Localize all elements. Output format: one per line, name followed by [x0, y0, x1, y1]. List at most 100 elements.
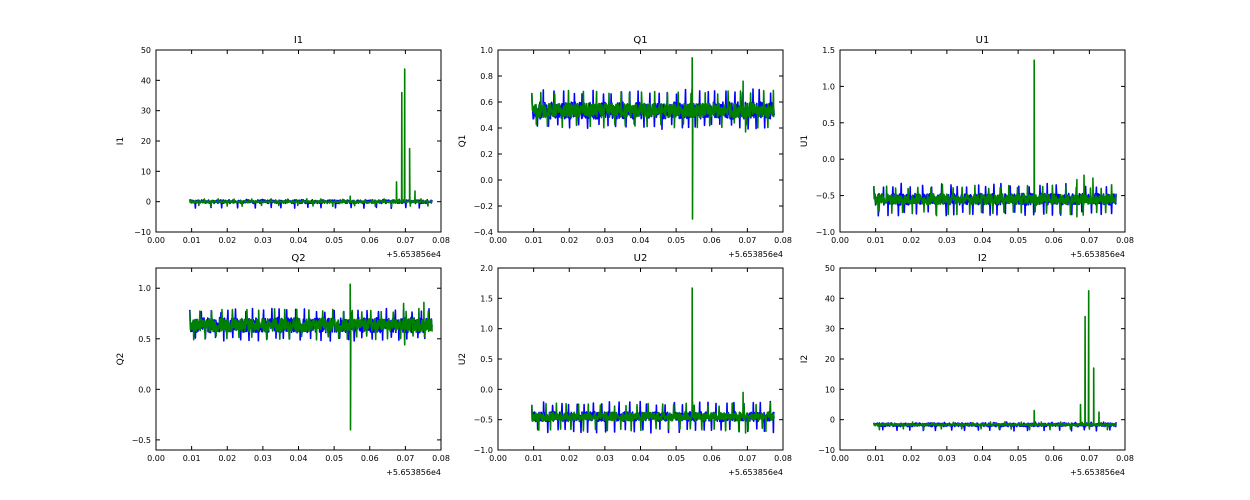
x-tick-label: 0.05 — [325, 454, 343, 463]
x-tick-label: 0.01 — [525, 236, 543, 245]
x-offset-label: +5.653856e4 — [386, 250, 441, 259]
plot-area — [531, 57, 775, 220]
y-axis-label: U1 — [800, 135, 810, 147]
subplot-title: Q1 — [633, 35, 647, 46]
subplot-title: Q2 — [291, 253, 305, 264]
plot-area — [873, 290, 1117, 432]
x-tick-label: 0.08 — [1116, 454, 1134, 463]
y-tick-label: 30 — [825, 325, 835, 334]
x-offset-label: +5.653856e4 — [1070, 250, 1125, 259]
x-tick-label: 0.01 — [525, 454, 543, 463]
x-offset-label: +5.653856e4 — [728, 250, 783, 259]
x-tick-label: 0.04 — [632, 236, 650, 245]
y-axis-label: I2 — [800, 355, 810, 363]
subplot-title: U1 — [976, 35, 990, 46]
y-tick-label: 0.2 — [480, 150, 493, 159]
y-tick-label: 10 — [141, 167, 151, 176]
y-tick-label: 50 — [825, 264, 835, 273]
y-axis-label: Q2 — [116, 353, 126, 366]
x-tick-label: 0.03 — [254, 236, 272, 245]
y-tick-label: −0.2 — [474, 202, 493, 211]
x-tick-label: 0.01 — [867, 236, 885, 245]
x-tick-label: 0.08 — [774, 236, 792, 245]
x-tick-label: 0.03 — [938, 236, 956, 245]
x-tick-label: 0.04 — [974, 236, 992, 245]
x-tick-label: 0.00 — [489, 236, 507, 245]
x-tick-label: 0.02 — [902, 454, 920, 463]
x-tick-label: 0.03 — [596, 236, 614, 245]
subplot-Q2: 0.00 0.01 0.02 0.03 0.04 0.05 0.06 0.07 0.08 −0.5… — [116, 253, 450, 477]
y-tick-label: −1.0 — [816, 228, 835, 237]
x-tick-label: 0.02 — [218, 236, 236, 245]
x-tick-label: 0.07 — [396, 236, 414, 245]
series-blue-line — [189, 307, 433, 342]
y-axis-label: I1 — [116, 137, 126, 145]
x-tick-label: 0.07 — [1080, 236, 1098, 245]
x-tick-label: 0.01 — [183, 236, 201, 245]
x-tick-label: 0.00 — [147, 236, 165, 245]
x-tick-label: 0.06 — [1045, 454, 1063, 463]
y-tick-label: −0.5 — [816, 192, 835, 201]
x-tick-label: 0.00 — [831, 236, 849, 245]
y-tick-label: 0 — [830, 416, 835, 425]
x-tick-label: 0.00 — [831, 454, 849, 463]
x-tick-label: 0.05 — [325, 236, 343, 245]
y-tick-label: 30 — [141, 107, 151, 116]
y-tick-label: 0.5 — [822, 119, 835, 128]
x-tick-label: 0.00 — [147, 454, 165, 463]
series-green-line — [873, 59, 1117, 218]
x-offset-label: +5.653856e4 — [1070, 468, 1125, 477]
x-tick-label: 0.04 — [290, 454, 308, 463]
y-tick-label: −1.0 — [474, 446, 493, 455]
x-tick-label: 0.08 — [774, 454, 792, 463]
x-tick-label: 0.04 — [632, 454, 650, 463]
subplot-title: U2 — [634, 253, 648, 264]
plot-area — [189, 283, 433, 431]
x-tick-label: 0.07 — [396, 454, 414, 463]
plot-area — [873, 59, 1117, 218]
x-tick-label: 0.03 — [254, 454, 272, 463]
axes-frame — [497, 49, 784, 233]
x-tick-label: 0.02 — [560, 236, 578, 245]
y-tick-label: 1.0 — [480, 46, 493, 55]
subplot-U2: 0.00 0.01 0.02 0.03 0.04 0.05 0.06 0.07 0.08 −1.0… — [458, 253, 792, 477]
subplot-I1: 0.00 0.01 0.02 0.03 0.04 0.05 0.06 0.07 0.08 −10 0… — [116, 35, 450, 259]
y-tick-label: −0.4 — [474, 228, 493, 237]
x-tick-label: 0.05 — [1009, 454, 1027, 463]
x-tick-label: 0.02 — [218, 454, 236, 463]
axes-frame — [155, 267, 442, 451]
x-tick-label: 0.00 — [489, 454, 507, 463]
y-tick-label: 0.0 — [480, 176, 493, 185]
y-tick-label: 40 — [825, 294, 835, 303]
y-tick-label: −10 — [818, 446, 835, 455]
x-tick-label: 0.07 — [738, 454, 756, 463]
x-tick-label: 0.05 — [1009, 236, 1027, 245]
y-tick-label: 0.0 — [138, 385, 151, 394]
x-tick-label: 0.04 — [974, 454, 992, 463]
x-tick-label: 0.02 — [560, 454, 578, 463]
y-tick-label: 0 — [146, 198, 151, 207]
subplot-Q1: 0.00 0.01 0.02 0.03 0.04 0.05 0.06 0.07 0.08 −0.4… — [458, 35, 792, 259]
y-tick-label: 20 — [825, 355, 835, 364]
series-green-line — [531, 287, 775, 434]
x-tick-label: 0.06 — [703, 236, 721, 245]
x-tick-label: 0.03 — [596, 454, 614, 463]
x-tick-label: 0.03 — [938, 454, 956, 463]
y-tick-label: 0.5 — [480, 355, 493, 364]
y-tick-label: −0.5 — [474, 416, 493, 425]
x-offset-label: +5.653856e4 — [728, 468, 783, 477]
y-tick-label: 0.8 — [480, 72, 493, 81]
x-tick-label: 0.07 — [1080, 454, 1098, 463]
subplot-title: I1 — [294, 35, 303, 46]
x-tick-label: 0.08 — [432, 236, 450, 245]
x-tick-label: 0.01 — [183, 454, 201, 463]
y-tick-label: 0.5 — [138, 335, 151, 344]
y-tick-label: 1.0 — [138, 284, 151, 293]
y-tick-label: 0.0 — [480, 385, 493, 394]
x-tick-label: 0.08 — [1116, 236, 1134, 245]
y-tick-label: 1.0 — [822, 82, 835, 91]
x-tick-label: 0.05 — [667, 236, 685, 245]
x-tick-label: 0.06 — [361, 454, 379, 463]
x-tick-label: 0.08 — [432, 454, 450, 463]
